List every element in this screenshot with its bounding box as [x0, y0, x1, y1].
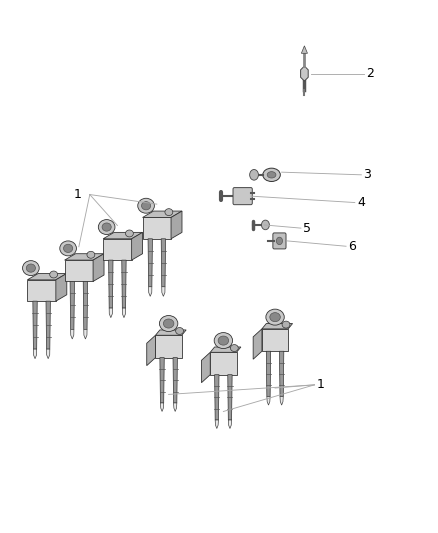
Polygon shape [84, 329, 87, 339]
Polygon shape [103, 232, 143, 239]
Polygon shape [109, 308, 113, 318]
Text: 5: 5 [303, 222, 311, 235]
Polygon shape [27, 280, 56, 301]
Ellipse shape [218, 336, 229, 345]
Polygon shape [215, 420, 219, 429]
Polygon shape [155, 335, 182, 358]
Ellipse shape [214, 333, 233, 349]
Polygon shape [148, 287, 152, 296]
Ellipse shape [98, 220, 115, 235]
Ellipse shape [176, 327, 184, 335]
Polygon shape [300, 66, 308, 81]
Polygon shape [279, 351, 284, 397]
Ellipse shape [102, 223, 111, 231]
Polygon shape [301, 46, 307, 53]
Text: 4: 4 [357, 196, 365, 209]
Polygon shape [131, 232, 143, 260]
Polygon shape [64, 254, 104, 260]
Polygon shape [210, 352, 237, 375]
Ellipse shape [49, 271, 58, 278]
Circle shape [261, 220, 269, 230]
Ellipse shape [64, 244, 73, 253]
Polygon shape [210, 347, 241, 352]
Circle shape [250, 169, 258, 180]
Text: 3: 3 [364, 168, 371, 181]
Polygon shape [46, 301, 50, 349]
Polygon shape [228, 375, 232, 420]
Polygon shape [171, 211, 182, 239]
Text: 1: 1 [74, 188, 82, 201]
Polygon shape [161, 239, 166, 287]
Polygon shape [33, 349, 37, 359]
Polygon shape [160, 358, 164, 403]
Ellipse shape [267, 172, 276, 178]
Polygon shape [93, 254, 104, 281]
Polygon shape [103, 239, 131, 260]
Polygon shape [46, 349, 50, 359]
Text: 2: 2 [366, 67, 374, 80]
Ellipse shape [230, 344, 238, 352]
Polygon shape [56, 273, 67, 301]
Polygon shape [147, 335, 155, 366]
Polygon shape [143, 211, 182, 217]
Polygon shape [33, 301, 37, 349]
Polygon shape [262, 324, 293, 329]
Polygon shape [173, 358, 177, 403]
Text: 6: 6 [348, 240, 356, 253]
Ellipse shape [282, 321, 290, 328]
Polygon shape [70, 281, 74, 329]
Ellipse shape [270, 312, 280, 321]
Ellipse shape [125, 230, 133, 237]
FancyBboxPatch shape [233, 188, 252, 205]
Polygon shape [155, 330, 186, 335]
Polygon shape [267, 397, 270, 405]
Polygon shape [109, 260, 113, 308]
Ellipse shape [159, 316, 178, 332]
Polygon shape [215, 375, 219, 420]
Ellipse shape [26, 264, 35, 272]
Polygon shape [71, 329, 74, 339]
Polygon shape [143, 217, 171, 239]
Polygon shape [122, 308, 126, 318]
Ellipse shape [23, 261, 39, 276]
Ellipse shape [266, 309, 284, 325]
Polygon shape [266, 351, 271, 397]
Ellipse shape [165, 209, 173, 215]
Polygon shape [280, 397, 283, 405]
Ellipse shape [87, 252, 95, 258]
FancyBboxPatch shape [273, 233, 286, 249]
Circle shape [276, 237, 283, 245]
Polygon shape [27, 273, 67, 280]
Polygon shape [162, 287, 165, 296]
Ellipse shape [163, 319, 174, 328]
Ellipse shape [141, 201, 151, 210]
Polygon shape [228, 420, 232, 429]
Ellipse shape [60, 241, 76, 256]
Polygon shape [83, 281, 88, 329]
Polygon shape [201, 352, 210, 383]
Text: 1: 1 [317, 378, 325, 391]
Polygon shape [173, 403, 177, 411]
Polygon shape [253, 329, 262, 359]
Ellipse shape [138, 198, 154, 213]
Polygon shape [160, 403, 164, 411]
Ellipse shape [263, 168, 280, 181]
Polygon shape [122, 260, 126, 308]
Polygon shape [262, 329, 288, 351]
Polygon shape [64, 260, 93, 281]
Polygon shape [148, 239, 152, 287]
